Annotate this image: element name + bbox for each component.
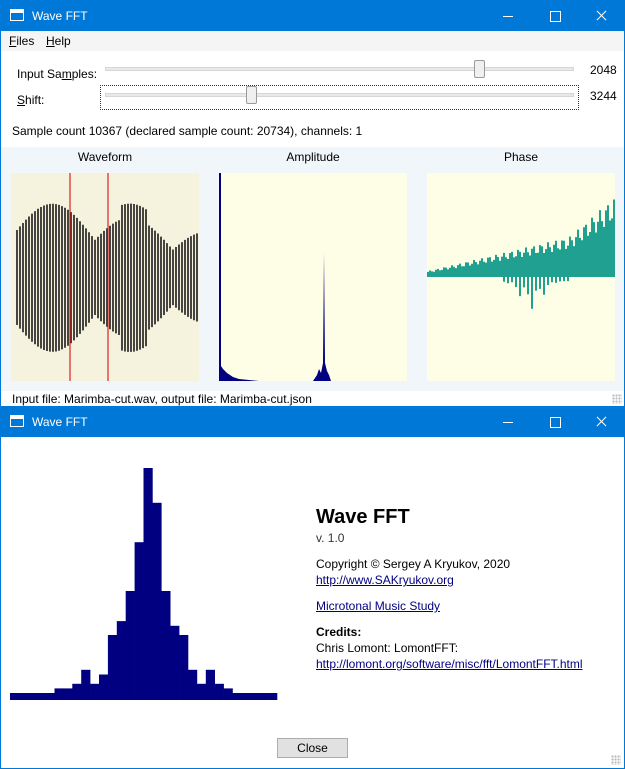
minimize-icon[interactable] (485, 1, 531, 31)
logo-bar (116, 621, 126, 700)
about-window-icon (10, 415, 24, 427)
about-window-title: Wave FFT (32, 415, 88, 429)
shift-track[interactable] (105, 93, 574, 97)
about-app-name: Wave FFT (316, 506, 410, 528)
amplitude-axis (219, 173, 221, 381)
logo-bar (232, 693, 242, 700)
logo-bar (72, 683, 82, 700)
sample-status: Sample count 10367 (declared sample coun… (12, 124, 363, 138)
logo-bar (125, 591, 135, 700)
microtonal-link[interactable]: Microtonal Music Study (316, 599, 441, 613)
shift-focus-rect (100, 85, 579, 110)
main-window: Wave FFT Files Help Input Samples: 2048 … (0, 0, 625, 407)
menu-bar: Files Help (1, 31, 624, 51)
menu-help[interactable]: Help (46, 34, 71, 48)
logo-bar (241, 693, 251, 700)
plots-area: Waveform Amplitude Phase (1, 147, 624, 391)
shift-value: 3244 (590, 89, 617, 103)
logo-bar (10, 693, 20, 700)
logo-bar (90, 683, 100, 700)
logo-bar (223, 688, 233, 700)
logo-bar (259, 693, 269, 700)
shift-label: Shift: (17, 93, 45, 107)
logo-bar (196, 683, 207, 700)
logo-bar (188, 669, 198, 700)
logo-bar (45, 693, 55, 700)
credits-text: Chris Lomont: LomontFFT: (316, 641, 459, 655)
waveform-plot (11, 173, 199, 381)
app-window-icon (10, 9, 24, 21)
about-minimize-icon[interactable] (485, 407, 531, 437)
close-icon[interactable] (578, 1, 624, 31)
logo-bar (161, 591, 171, 700)
logo-bar (205, 669, 215, 700)
about-version: v. 1.0 (316, 531, 345, 545)
about-titlebar[interactable]: Wave FFT (1, 407, 624, 437)
logo-bar (63, 688, 73, 700)
logo-bar (81, 669, 91, 700)
logo-bar (268, 693, 278, 700)
waveform-svg (16, 173, 198, 381)
website-link[interactable]: http://www.SAKryukov.org (316, 573, 454, 587)
shift-thumb[interactable] (246, 86, 257, 104)
phase-plot (427, 173, 615, 381)
input-samples-value: 2048 (590, 63, 617, 77)
amplitude-title: Amplitude (286, 150, 340, 164)
about-window: Wave FFT (0, 406, 625, 769)
close-button[interactable]: Close (277, 738, 348, 758)
resize-grip[interactable] (612, 394, 622, 404)
amplitude-low-band (219, 363, 259, 381)
logo-bar (99, 674, 109, 700)
input-samples-track[interactable] (105, 67, 574, 71)
lomont-link[interactable]: http://lomont.org/software/misc/fft/Lomo… (316, 657, 583, 671)
logo-bar (179, 635, 189, 700)
logo-bar (18, 693, 29, 700)
about-copyright: Copyright © Sergey A Kryukov, 2020 (316, 557, 511, 571)
logo-bar (54, 688, 64, 700)
input-samples-thumb[interactable] (474, 60, 485, 78)
phase-trace (427, 199, 615, 309)
phase-svg (427, 199, 615, 309)
logo-bar (36, 693, 46, 700)
about-resize-grip[interactable] (611, 755, 621, 765)
logo-bar (250, 693, 260, 700)
amplitude-peak (313, 253, 331, 381)
logo-bar (134, 542, 144, 700)
amplitude-plot (219, 173, 407, 381)
credits-heading: Credits: (316, 625, 362, 639)
logo-bar (27, 693, 37, 700)
input-samples-label: Input Samples: (17, 67, 98, 81)
about-maximize-icon[interactable] (532, 407, 578, 437)
amplitude-svg (219, 173, 331, 381)
logo-bar (152, 502, 162, 700)
logo-bar (214, 683, 224, 700)
about-close-icon[interactable] (578, 407, 624, 437)
logo-bar (170, 625, 180, 700)
menu-files[interactable]: Files (9, 34, 35, 48)
logo-bar (107, 635, 118, 700)
main-titlebar[interactable]: Wave FFT (1, 1, 624, 31)
waveform-trace (16, 203, 198, 352)
maximize-icon[interactable] (532, 1, 578, 31)
main-window-title: Wave FFT (32, 9, 88, 23)
file-status: Input file: Marimba-cut.wav, output file… (12, 392, 312, 406)
spectrum-logo (10, 468, 278, 700)
logo-bar (143, 468, 153, 700)
waveform-title: Waveform (77, 150, 133, 164)
phase-title: Phase (503, 150, 539, 164)
